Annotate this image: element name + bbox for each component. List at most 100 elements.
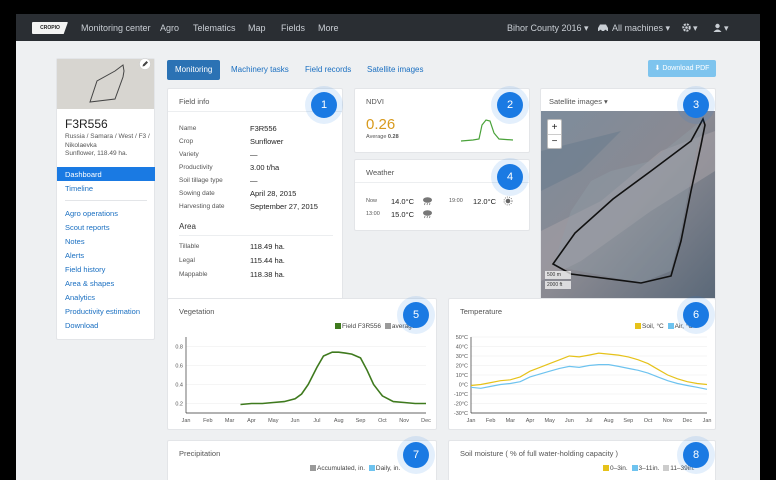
legend-swatch-3-11 [631,465,638,471]
sidebar-divider [65,200,147,201]
x-tick-label: Jun [565,418,574,424]
field-info-title: Field info [179,97,210,106]
tab-field-records[interactable]: Field records [305,65,352,74]
x-tick-label: Jul [585,418,592,424]
area-divider [179,235,333,236]
precipitation-card: Precipitation Accumulated, in. Daily, in… [167,440,437,480]
info-label-variety: Variety [179,151,199,158]
info-value-crop: Sunflower [250,137,284,146]
weather-temp-now: 14.0°C [391,197,415,206]
x-tick-label: Feb [203,418,212,424]
legend-11-39in[interactable]: 11–39in. [670,465,695,472]
info-value-sowing-date: April 28, 2015 [250,189,297,198]
sidebar-item-productivity-estimation[interactable]: Productivity estimation [65,307,141,316]
legend-field[interactable]: Field F3R556 [342,323,382,330]
legend-swatch-0-3 [603,465,609,471]
ndvi-average: Average 0.28 [366,134,399,140]
machines-dropdown[interactable]: All machines ▾ [612,23,671,33]
badge-4: 4 [497,164,523,190]
card-divider [355,182,529,183]
y-tick-label: 30°C [456,354,468,360]
sidebar-item-scout-reports[interactable]: Scout reports [65,223,110,232]
nav-telematics[interactable]: Telematics [193,23,236,33]
legend-swatch-average [384,323,391,329]
sidebar-item-field-history[interactable]: Field history [65,265,106,274]
satellite-dropdown[interactable]: Satellite images ▾ [549,97,608,106]
sidebar-item-area-shapes[interactable]: Area & shapes [65,279,115,288]
badge-7: 7 [403,442,429,468]
download-pdf-button[interactable]: ⬇ Download PDF [648,60,716,77]
sidebar-item-timeline[interactable]: Timeline [65,184,94,193]
sidebar-item-agro-operations[interactable]: Agro operations [65,209,118,218]
map-scale-meters: 500 m [547,272,561,278]
zoom-in-button[interactable]: + [548,120,561,135]
x-tick-label: Jan [703,418,712,424]
map-scale-feet: 2000 ft [547,282,563,288]
y-tick-label: 0.8 [175,345,183,351]
x-tick-label: Aug [604,418,614,424]
sidebar-item-notes[interactable]: Notes [65,237,85,246]
nav-monitoring-center[interactable]: Monitoring center [81,23,151,33]
legend-average[interactable]: average [391,323,416,330]
series-line-1 [240,351,426,406]
gear-icon[interactable] [682,23,691,32]
legend-swatch-11-39 [663,465,670,471]
vegetation-title: Vegetation [179,307,215,316]
area-value-tillable: 118.49 ha. [250,242,285,251]
ndvi-value: 0.26 [366,116,396,133]
soil-moisture-legend: 0–3in. 3–11in. 11–39in. [603,465,695,472]
badge-6: 6 [683,302,709,328]
nav-agro[interactable]: Agro [160,23,180,33]
nav-map[interactable]: Map [248,23,266,33]
tab-machinery-tasks[interactable]: Machinery tasks [231,65,289,74]
legend-soil[interactable]: Soil, °C [642,323,664,330]
ndvi-average-value: 0.28 [387,134,399,140]
satellite-map[interactable] [541,111,715,301]
season-dropdown[interactable]: Bihor County 2016 ▾ [507,23,589,33]
ndvi-title: NDVI [366,97,384,106]
cropio-logo[interactable]: CROPIO [32,22,68,34]
info-value-productivity: 3.00 t/ha [250,163,280,172]
top-navbar: CROPIO Monitoring center Agro Telematics… [16,14,760,41]
tab-satellite-images[interactable]: Satellite images [367,65,424,74]
legend-air[interactable]: Air, °C [674,323,694,330]
legend-accumulated[interactable]: Accumulated, in. [317,465,366,472]
user-icon[interactable] [713,23,722,32]
y-tick-label: -10°C [454,392,468,398]
nav-fields[interactable]: Fields [281,23,306,33]
x-tick-label: Oct [378,418,387,424]
satellite-card: Satellite images ▾ + − 500 m 2000 ft [540,88,716,302]
edit-pencil-icon[interactable] [139,58,151,70]
legend-swatch-accumulated [310,465,316,471]
y-tick-label: 10°C [456,373,468,379]
x-tick-label: Dec [421,418,431,424]
x-tick-label: Apr [247,418,256,424]
x-tick-label: Apr [526,418,535,424]
info-label-name: Name [179,125,197,132]
legend-0-3in[interactable]: 0–3in. [610,465,628,472]
sidebar-item-alerts[interactable]: Alerts [65,251,85,260]
legend-3-11in[interactable]: 3–11in. [638,465,660,472]
sidebar-item-analytics[interactable]: Analytics [65,293,96,302]
weather-time-13: 13:00 [366,211,380,217]
y-tick-label: 20°C [456,364,468,370]
zoom-out-button[interactable]: − [551,136,558,147]
vegetation-legend: Field F3R556 average [335,323,415,330]
y-tick-label: -20°C [454,402,468,408]
x-tick-label: Nov [663,418,673,424]
x-tick-label: Sep [356,418,366,424]
weather-temp-13: 15.0°C [391,210,415,219]
nav-more[interactable]: More [318,23,339,33]
legend-daily[interactable]: Daily, in. [375,465,401,472]
vegetation-card: Vegetation Field F3R556 average 0.8 0.6 0.… [167,298,437,430]
user-caret[interactable]: ▾ [724,23,729,33]
sidebar-item-download[interactable]: Download [65,321,99,330]
tab-monitoring[interactable]: Monitoring [167,60,221,80]
precipitation-title: Precipitation [179,449,221,458]
x-tick-label: Jan [467,418,476,424]
ndvi-average-label: Average [366,134,387,140]
settings-caret[interactable]: ▾ [693,23,698,33]
weather-time-now: Now [366,198,378,204]
sidebar-item-dashboard[interactable]: Dashboard [65,170,102,179]
x-tick-label: Jan [182,418,191,424]
